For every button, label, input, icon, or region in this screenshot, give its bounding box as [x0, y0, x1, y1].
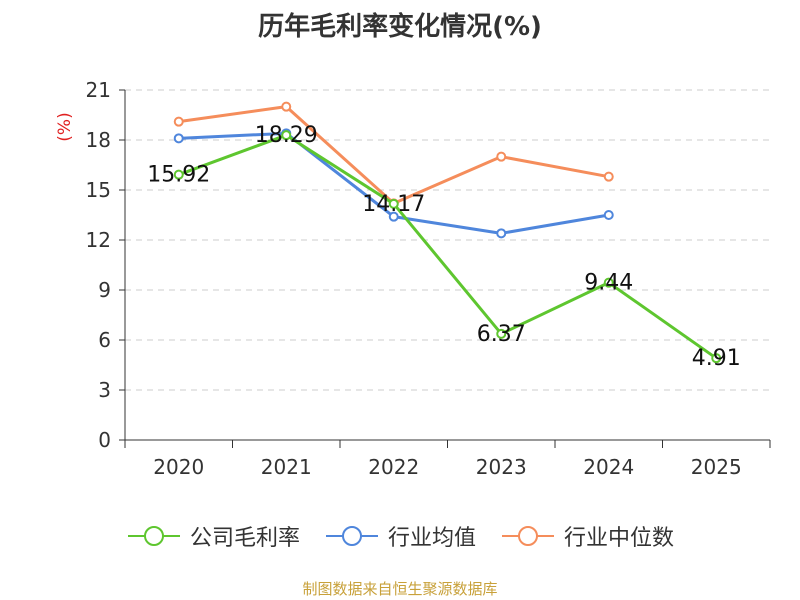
x-tick-label: 2020: [153, 455, 204, 479]
data-point: [496, 151, 507, 162]
legend-label: 公司毛利率: [189, 526, 300, 551]
x-tick-label: 2024: [583, 455, 634, 479]
data-point: [173, 169, 184, 180]
data-label: 4.91: [692, 346, 741, 371]
data-point: [173, 116, 184, 127]
grid-lines: [125, 89, 770, 391]
data-label: 18.29: [255, 123, 318, 148]
legend: 公司毛利率 行业均值 行业中位数: [0, 520, 800, 552]
y-tick-label: 12: [86, 228, 111, 252]
y-tick-label: 0: [98, 428, 111, 452]
series-line: [178, 133, 718, 360]
legend-marker: [341, 526, 362, 546]
data-point: [496, 328, 507, 339]
axes: 0 3 6 9 12 15 18 21 (%) 2020 2021 2022 2023 2024 2025: [55, 78, 771, 479]
data-label: 9.44: [584, 271, 633, 296]
data-point: [281, 101, 292, 112]
data-label: 15.92: [147, 163, 210, 188]
x-tick-label: 2023: [476, 455, 527, 479]
data-label: 6.37: [477, 322, 526, 347]
data-point: [603, 277, 614, 288]
data-labels: 15.92 18.29 14.17 6.37 9.44 4.91: [147, 123, 740, 371]
legend-label: 行业中位数: [564, 526, 675, 551]
source-note: 制图数据来自恒生聚源数据库: [302, 580, 498, 598]
data-point: [603, 171, 614, 182]
data-label: 14.17: [362, 192, 425, 217]
legend-swatch-icon: [127, 526, 180, 546]
legend-marker: [518, 526, 538, 546]
x-tick-label: 2022: [368, 455, 419, 479]
data-point: [281, 130, 292, 141]
series-line: [178, 105, 610, 205]
legend-label: 行业均值: [387, 526, 476, 551]
y-tick-label: 21: [86, 78, 111, 102]
legend-swatch-icon: [502, 526, 554, 546]
data-point: [496, 228, 507, 239]
legend-swatch-icon: [325, 526, 378, 546]
y-tick-label: 15: [86, 178, 111, 202]
legend-item[interactable]: 行业均值: [324, 520, 476, 552]
data-point: [388, 211, 399, 222]
chart-title: 历年毛利率变化情况(%): [258, 12, 542, 42]
x-tick-label: 2021: [261, 455, 312, 479]
y-tick-label: 6: [98, 328, 111, 352]
y-axis-label: (%): [55, 112, 75, 141]
legend-item[interactable]: 行业中位数: [500, 520, 674, 552]
data-point: [388, 198, 399, 209]
x-tick-label: 2025: [691, 455, 742, 479]
legend-item[interactable]: 公司毛利率: [126, 520, 300, 552]
data-point: [711, 353, 722, 364]
data-point: [173, 133, 184, 144]
y-tick-label: 18: [86, 128, 111, 152]
series-lines: [173, 101, 722, 364]
data-point: [603, 210, 614, 220]
y-tick-label: 9: [98, 278, 111, 302]
legend-marker: [143, 526, 164, 546]
y-tick-label: 3: [98, 378, 111, 402]
